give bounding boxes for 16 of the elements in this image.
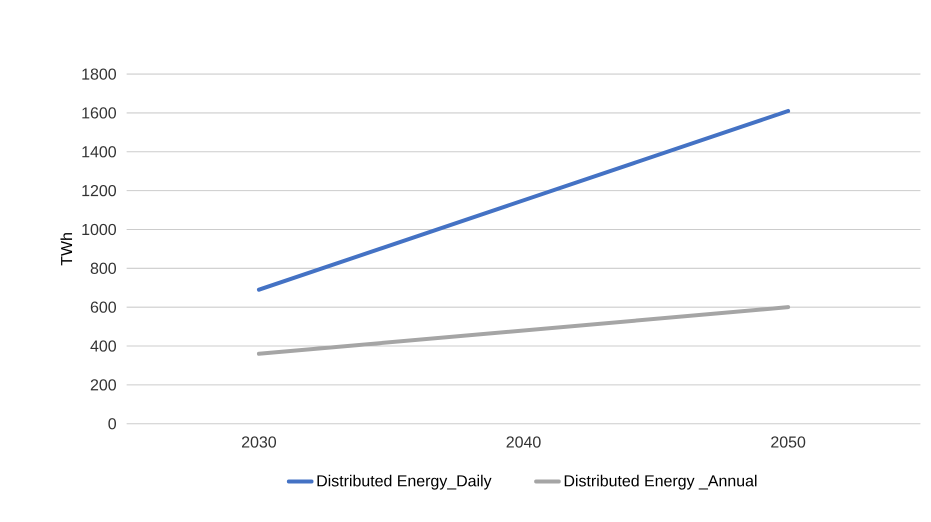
legend-label: Distributed Energy _Annual bbox=[564, 474, 756, 490]
y-tick-label: 200 bbox=[90, 379, 116, 391]
y-tick-label: 1400 bbox=[82, 146, 116, 158]
y-tick-label: 1000 bbox=[82, 224, 116, 236]
x-tick-label: 2040 bbox=[506, 436, 541, 448]
y-tick-label: 800 bbox=[90, 262, 116, 274]
x-tick-label: 2050 bbox=[771, 436, 806, 448]
y-tick-label: 1600 bbox=[82, 107, 116, 119]
y-tick-label: 0 bbox=[108, 418, 116, 430]
y-tick-label: 1200 bbox=[82, 184, 116, 196]
x-tick-label: 2030 bbox=[242, 436, 276, 448]
y-tick-label: 400 bbox=[90, 340, 116, 352]
y-tick-label: 600 bbox=[90, 302, 116, 313]
y-axis-title: TWh bbox=[60, 233, 72, 266]
y-tick-label: 1800 bbox=[82, 68, 116, 80]
legend-label: Distributed Energy_Daily bbox=[317, 474, 492, 490]
